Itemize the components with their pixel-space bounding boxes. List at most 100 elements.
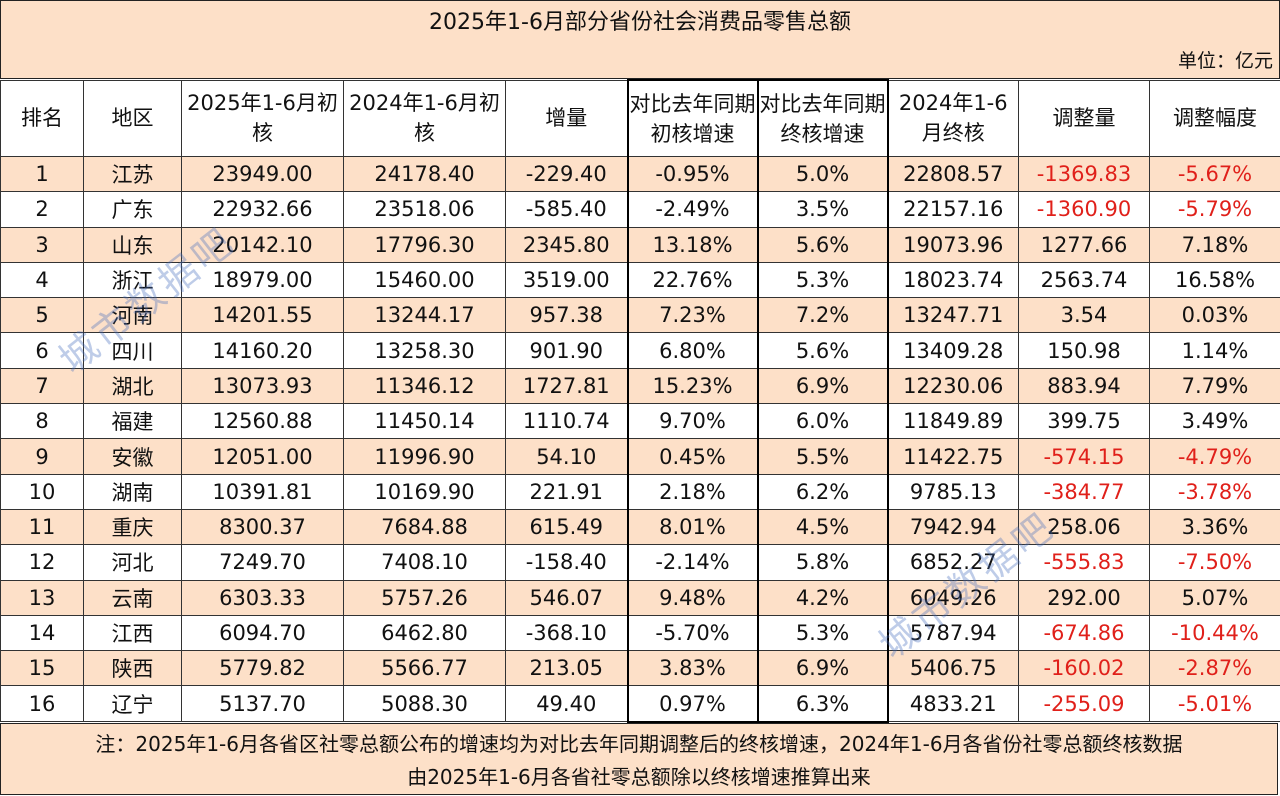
- cell-2025-initial: 5137.70: [181, 685, 344, 723]
- cell-increase: -585.40: [505, 191, 628, 228]
- header-increase: 增量: [505, 79, 628, 157]
- cell-adjust-rate: 1.14%: [1149, 332, 1280, 369]
- cell-region: 江西: [83, 614, 182, 652]
- cell-2024-initial: 7684.88: [343, 508, 506, 546]
- cell-growth-final: 6.0%: [756, 403, 889, 440]
- cell-2024-initial: 6462.80: [343, 614, 506, 652]
- cell-2024-initial: 7408.10: [343, 544, 506, 581]
- cell-adjust: -555.83: [1018, 544, 1150, 581]
- table-body: 1 江苏 23949.00 24178.40 -229.40 -0.95% 5.0% 2280…: [0, 155, 1280, 723]
- cell-adjust-rate: 7.18%: [1149, 226, 1280, 263]
- table-row: 11 重庆 8300.37 7684.88 615.49 8.01% 4.5% 7942.94…: [0, 508, 1280, 546]
- cell-2025-initial: 12051.00: [181, 438, 344, 475]
- footnote-line-1: 注：2025年1-6月各省区社零总额公布的增速均为对比去年同期调整后的终核增速，…: [95, 732, 1183, 756]
- cell-2025-initial: 13073.93: [181, 367, 344, 405]
- cell-rank: 3: [0, 226, 84, 263]
- cell-adjust-rate: -7.50%: [1149, 544, 1280, 581]
- cell-2024-final: 13409.28: [887, 332, 1019, 369]
- cell-2025-initial: 14160.20: [181, 332, 344, 369]
- cell-growth-initial: 3.83%: [626, 650, 758, 687]
- cell-increase: 2345.80: [505, 226, 628, 263]
- cell-rank: 8: [0, 403, 84, 440]
- cell-increase: -158.40: [505, 544, 628, 581]
- cell-growth-final: 7.2%: [756, 297, 889, 334]
- cell-2024-final: 22808.57: [887, 155, 1019, 193]
- cell-adjust-rate: -5.79%: [1149, 191, 1280, 228]
- cell-2025-initial: 6303.33: [181, 579, 344, 616]
- cell-region: 辽宁: [83, 685, 182, 723]
- header-adjust-rate: 调整幅度: [1149, 79, 1280, 157]
- cell-increase: 54.10: [505, 438, 628, 475]
- cell-rank: 6: [0, 332, 84, 369]
- cell-region: 重庆: [83, 508, 182, 546]
- cell-2024-initial: 24178.40: [343, 155, 506, 193]
- cell-2024-initial: 10169.90: [343, 473, 506, 510]
- header-2024-final: 2024年1-6月终核: [887, 79, 1019, 157]
- cell-2024-initial: 5566.77: [343, 650, 506, 687]
- cell-adjust: -255.09: [1018, 685, 1150, 723]
- header-region: 地区: [83, 79, 182, 157]
- cell-growth-initial: 0.45%: [626, 438, 758, 475]
- table-row: 7 湖北 13073.93 11346.12 1727.81 15.23% 6.9% 1223…: [0, 367, 1280, 405]
- cell-region: 云南: [83, 579, 182, 616]
- cell-rank: 11: [0, 508, 84, 546]
- cell-region: 江苏: [83, 155, 182, 193]
- cell-2024-final: 18023.74: [887, 261, 1019, 299]
- cell-2025-initial: 5779.82: [181, 650, 344, 687]
- cell-2024-final: 13247.71: [887, 297, 1019, 334]
- cell-adjust: -384.77: [1018, 473, 1150, 510]
- cell-adjust: 258.06: [1018, 508, 1150, 546]
- cell-growth-final: 6.9%: [756, 650, 889, 687]
- cell-2024-initial: 23518.06: [343, 191, 506, 228]
- cell-growth-final: 6.9%: [756, 367, 889, 405]
- cell-growth-initial: 15.23%: [626, 367, 758, 405]
- cell-adjust: 292.00: [1018, 579, 1150, 616]
- cell-2025-initial: 12560.88: [181, 403, 344, 440]
- cell-adjust: 2563.74: [1018, 261, 1150, 299]
- cell-adjust: 883.94: [1018, 367, 1150, 405]
- cell-2025-initial: 8300.37: [181, 508, 344, 546]
- cell-growth-initial: 22.76%: [626, 261, 758, 299]
- cell-adjust-rate: 3.49%: [1149, 403, 1280, 440]
- cell-region: 河南: [83, 297, 182, 334]
- cell-rank: 1: [0, 155, 84, 193]
- table-row: 1 江苏 23949.00 24178.40 -229.40 -0.95% 5.0% 2280…: [0, 155, 1280, 193]
- cell-increase: 221.91: [505, 473, 628, 510]
- cell-2024-initial: 13258.30: [343, 332, 506, 369]
- cell-increase: -229.40: [505, 155, 628, 193]
- unit-label-bar: 单位：亿元: [0, 44, 1280, 79]
- cell-2025-initial: 10391.81: [181, 473, 344, 510]
- cell-growth-final: 5.5%: [756, 438, 889, 475]
- cell-2025-initial: 14201.55: [181, 297, 344, 334]
- cell-adjust: 1277.66: [1018, 226, 1150, 263]
- cell-growth-final: 5.3%: [756, 261, 889, 299]
- cell-growth-final: 6.2%: [756, 473, 889, 510]
- cell-growth-initial: 8.01%: [626, 508, 758, 546]
- table-row: 12 河北 7249.70 7408.10 -158.40 -2.14% 5.8% 6852.…: [0, 544, 1280, 581]
- cell-2024-initial: 17796.30: [343, 226, 506, 263]
- cell-rank: 2: [0, 191, 84, 228]
- cell-increase: 546.07: [505, 579, 628, 616]
- cell-region: 湖北: [83, 367, 182, 405]
- cell-adjust-rate: 16.58%: [1149, 261, 1280, 299]
- cell-growth-final: 5.3%: [756, 614, 889, 652]
- cell-2024-final: 22157.16: [887, 191, 1019, 228]
- header-growth-final: 对比去年同期终核增速: [756, 79, 889, 157]
- cell-2025-initial: 18979.00: [181, 261, 344, 299]
- table-row: 14 江西 6094.70 6462.80 -368.10 -5.70% 5.3% 5787.…: [0, 614, 1280, 652]
- table-row: 13 云南 6303.33 5757.26 546.07 9.48% 4.2% 6049.26…: [0, 579, 1280, 616]
- header-2025-initial: 2025年1-6月初核: [181, 79, 344, 157]
- cell-adjust-rate: -10.44%: [1149, 614, 1280, 652]
- cell-growth-initial: 9.48%: [626, 579, 758, 616]
- cell-growth-initial: 9.70%: [626, 403, 758, 440]
- cell-2024-final: 5787.94: [887, 614, 1019, 652]
- cell-adjust-rate: 0.03%: [1149, 297, 1280, 334]
- cell-2024-final: 7942.94: [887, 508, 1019, 546]
- cell-increase: 213.05: [505, 650, 628, 687]
- cell-rank: 7: [0, 367, 84, 405]
- table-row: 10 湖南 10391.81 10169.90 221.91 2.18% 6.2% 9785.…: [0, 473, 1280, 510]
- cell-2024-final: 12230.06: [887, 367, 1019, 405]
- cell-2024-final: 19073.96: [887, 226, 1019, 263]
- cell-region: 陕西: [83, 650, 182, 687]
